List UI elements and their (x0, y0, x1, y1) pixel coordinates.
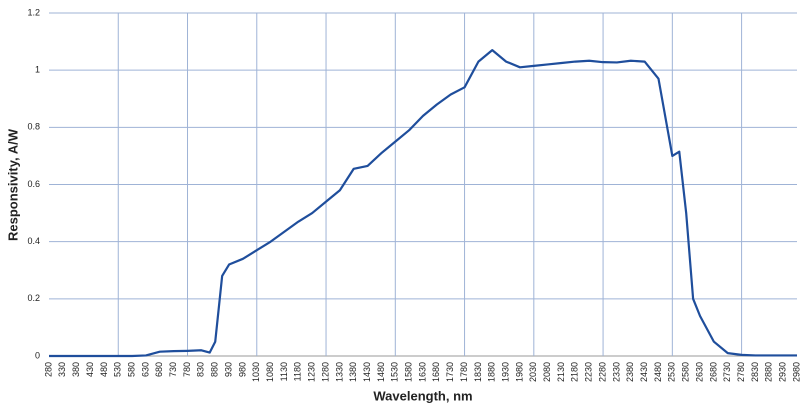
x-tick-label: 2130 (556, 362, 566, 382)
x-tick-label: 2880 (764, 362, 774, 382)
y-tick-label: 0.4 (27, 236, 40, 246)
y-tick-label: 0.6 (27, 179, 40, 189)
y-tick-label: 1.2 (27, 7, 40, 17)
x-tick-label: 330 (57, 362, 67, 377)
y-tick-label: 0.8 (27, 122, 40, 132)
x-tick-label: 830 (196, 362, 206, 377)
x-tick-label: 2430 (639, 362, 649, 382)
x-tick-label: 1730 (445, 362, 455, 382)
x-tick-label: 2930 (778, 362, 788, 382)
x-tick-label: 2330 (611, 362, 621, 382)
data-line (49, 49, 797, 358)
x-tick-label: 1330 (334, 362, 344, 382)
y-tick-label: 0.2 (27, 293, 40, 303)
x-tick-label: 1980 (514, 362, 524, 382)
x-tick-label: 1830 (473, 362, 483, 382)
x-axis-title: Wavelength, nm (373, 388, 472, 403)
x-tick-label: 2380 (625, 362, 635, 382)
x-tick-label: 1130 (279, 362, 289, 381)
x-tick-label: 1180 (293, 362, 303, 381)
x-tick-label: 2830 (750, 362, 760, 382)
y-axis-title: Responsivity, A/W (5, 128, 20, 241)
y-tick-label: 0 (35, 350, 40, 360)
x-tick-label: 980 (237, 362, 247, 377)
x-tick-label: 880 (210, 362, 220, 377)
x-tick-label: 2230 (584, 362, 594, 382)
x-tick-label: 2530 (667, 362, 677, 382)
x-tick-label: 730 (168, 362, 178, 377)
x-tick-label: 1480 (376, 362, 386, 382)
x-tick-label: 1080 (265, 362, 275, 382)
x-tick-label: 1030 (251, 362, 261, 382)
x-tick-label: 480 (99, 362, 109, 377)
x-tick-label: 2580 (681, 362, 691, 382)
x-tick-label: 1580 (404, 362, 414, 382)
x-tick-label: 580 (126, 362, 136, 377)
y-tick-label: 1 (35, 65, 40, 75)
x-tick-label: 2280 (597, 362, 607, 382)
x-tick-label: 1930 (500, 362, 510, 382)
x-tick-label: 2030 (528, 362, 538, 382)
x-tick-label: 1230 (307, 362, 317, 382)
x-tick-label: 1780 (459, 362, 469, 382)
x-tick-label: 1530 (390, 362, 400, 382)
x-tick-label: 280 (43, 362, 53, 377)
x-tick-label: 680 (154, 362, 164, 377)
x-tick-label: 1280 (320, 362, 330, 382)
x-tick-label: 530 (113, 362, 123, 377)
x-tick-label: 2780 (736, 362, 746, 382)
x-tick-label: 2630 (694, 362, 704, 382)
x-tick-label: 1430 (362, 362, 372, 382)
x-tick-label: 2180 (570, 362, 580, 382)
x-tick-label: 2080 (542, 362, 552, 382)
x-tick-label: 2480 (653, 362, 663, 382)
x-tick-label: 630 (140, 362, 150, 377)
x-tick-label: 430 (85, 362, 95, 377)
x-tick-label: 930 (223, 362, 233, 377)
x-tick-label: 2980 (791, 362, 800, 382)
x-tick-label: 1630 (417, 362, 427, 382)
x-tick-label: 1680 (431, 362, 441, 382)
x-tick-label: 1380 (348, 362, 358, 382)
x-tick-label: 2730 (722, 362, 732, 382)
x-tick-label: 1880 (487, 362, 497, 382)
x-tick-label: 780 (182, 362, 192, 377)
x-tick-label: 2680 (708, 362, 718, 382)
x-tick-label: 380 (71, 362, 81, 377)
